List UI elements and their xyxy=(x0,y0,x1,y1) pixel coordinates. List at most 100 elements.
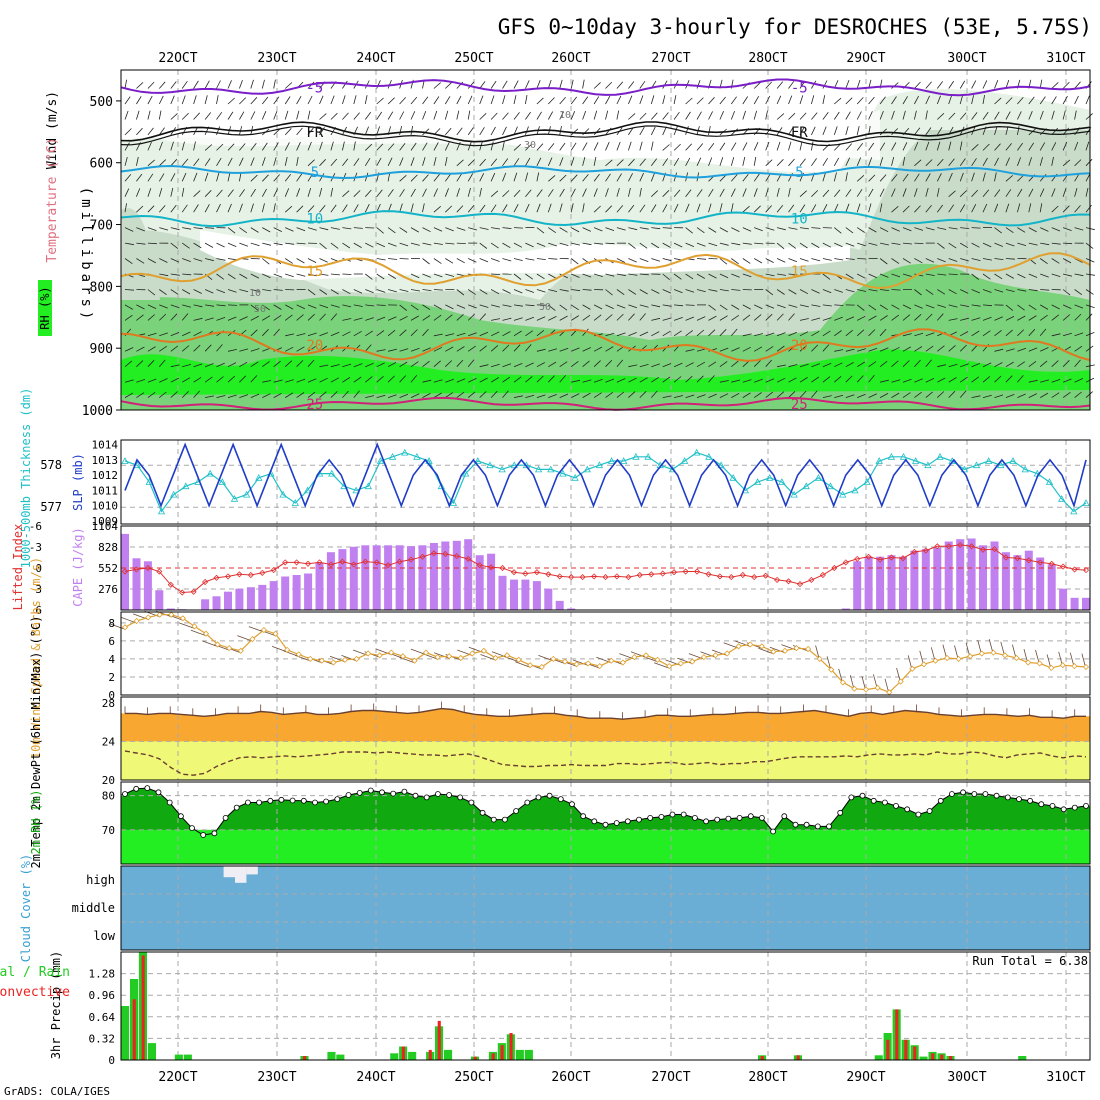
wind-barb xyxy=(937,313,944,321)
wind-barb xyxy=(444,96,451,105)
cloud-level-label: middle xyxy=(72,901,115,915)
wind-speed-point xyxy=(689,658,696,665)
wind-barb xyxy=(261,188,267,197)
wind-barb xyxy=(937,345,945,352)
wind-barb xyxy=(788,81,795,89)
wind-barb xyxy=(525,362,534,368)
li-point xyxy=(568,574,575,581)
wind-barb xyxy=(124,314,133,321)
wind-barb xyxy=(490,258,500,262)
wind-barb xyxy=(891,346,900,352)
panel-frame xyxy=(120,69,1091,411)
wind-speed-point xyxy=(457,654,464,662)
wind-barb xyxy=(593,173,600,182)
wind-barb xyxy=(925,345,934,352)
wind-barb xyxy=(205,227,215,229)
wind-barb xyxy=(788,391,796,398)
wind-barb xyxy=(753,142,759,151)
wind-barb xyxy=(307,332,317,337)
wind-barb xyxy=(170,187,174,197)
wind-barb xyxy=(971,144,979,151)
wind-barb xyxy=(387,375,395,383)
rh2m-point xyxy=(446,792,453,798)
wind-barb xyxy=(776,332,786,337)
li-point xyxy=(236,571,243,578)
rh2m-point xyxy=(1004,794,1011,801)
slp-tick-label: 1013 xyxy=(92,454,119,467)
wind-barb xyxy=(136,242,146,245)
wind-barb xyxy=(925,141,930,151)
wind-barb xyxy=(159,289,167,296)
wind-barb xyxy=(353,112,360,120)
wind-barb xyxy=(1085,187,1089,197)
wind-barb xyxy=(239,227,248,234)
wind-barb xyxy=(628,304,638,309)
wind-barb xyxy=(365,344,372,352)
wind-barb xyxy=(1062,304,1072,309)
thickness-point xyxy=(157,507,166,515)
wind-barb xyxy=(479,258,489,263)
wind-barb xyxy=(959,172,964,182)
wind-barb xyxy=(868,96,875,105)
wind-barb xyxy=(628,158,635,167)
wind-barb xyxy=(342,112,349,120)
wind-barb xyxy=(284,142,290,151)
wind-barb xyxy=(937,391,945,398)
wind-barb xyxy=(708,126,711,135)
rh2m-point xyxy=(289,797,296,804)
wind-speed-point xyxy=(781,647,789,654)
wind-barb xyxy=(742,258,751,264)
rh2m-point xyxy=(166,799,173,806)
rh2m-point xyxy=(893,803,899,809)
wind-barb xyxy=(639,227,649,230)
wind-barb xyxy=(456,258,465,264)
wind-barb xyxy=(959,204,966,213)
li-point xyxy=(591,573,598,580)
wind-barb xyxy=(742,227,752,232)
wind-barb xyxy=(708,304,716,311)
wind-barb xyxy=(662,112,669,120)
wind-barb xyxy=(502,376,511,383)
wind-barb xyxy=(296,333,306,337)
precip-conv-bar xyxy=(940,1054,944,1060)
wind-barb xyxy=(628,258,637,263)
wind-barb xyxy=(891,392,900,398)
wind-barb xyxy=(719,203,723,213)
wind-barb xyxy=(742,205,750,213)
wind-barb xyxy=(685,394,695,398)
wind-barb xyxy=(1051,258,1060,264)
li-point xyxy=(499,564,506,572)
wind-barb xyxy=(376,242,386,248)
wind-barb xyxy=(456,304,466,309)
wind-barb xyxy=(364,80,370,89)
wind-barb xyxy=(1074,173,1080,182)
wind-barb xyxy=(216,289,226,294)
wind-barb xyxy=(902,258,911,264)
wind-barb xyxy=(1062,391,1071,398)
wind-barb xyxy=(834,242,843,248)
wind-barb xyxy=(925,81,932,89)
wind-barb xyxy=(467,141,472,151)
wind-barb xyxy=(513,258,523,261)
wind-speed-point xyxy=(608,657,615,664)
wind-barb xyxy=(925,391,933,398)
wind-barb xyxy=(1005,348,1015,352)
cape-bar xyxy=(841,608,850,610)
wind-barb xyxy=(353,158,360,167)
wind-barb xyxy=(948,345,956,352)
wind-barb xyxy=(719,174,727,182)
wind-barb xyxy=(788,95,793,105)
wind-speed-point xyxy=(596,663,603,670)
wind-barb xyxy=(147,81,155,89)
wind-barb xyxy=(605,188,609,197)
wind-barb xyxy=(548,394,557,398)
wind-barb xyxy=(674,304,684,307)
wind-barb xyxy=(502,190,510,197)
wind-barb xyxy=(719,315,728,321)
wind-barb xyxy=(936,187,940,197)
wind-barb xyxy=(936,141,941,151)
wind-barb xyxy=(547,203,552,213)
wind-barb xyxy=(490,204,497,213)
thickness-point xyxy=(826,482,835,490)
rh2m-point xyxy=(334,796,341,802)
